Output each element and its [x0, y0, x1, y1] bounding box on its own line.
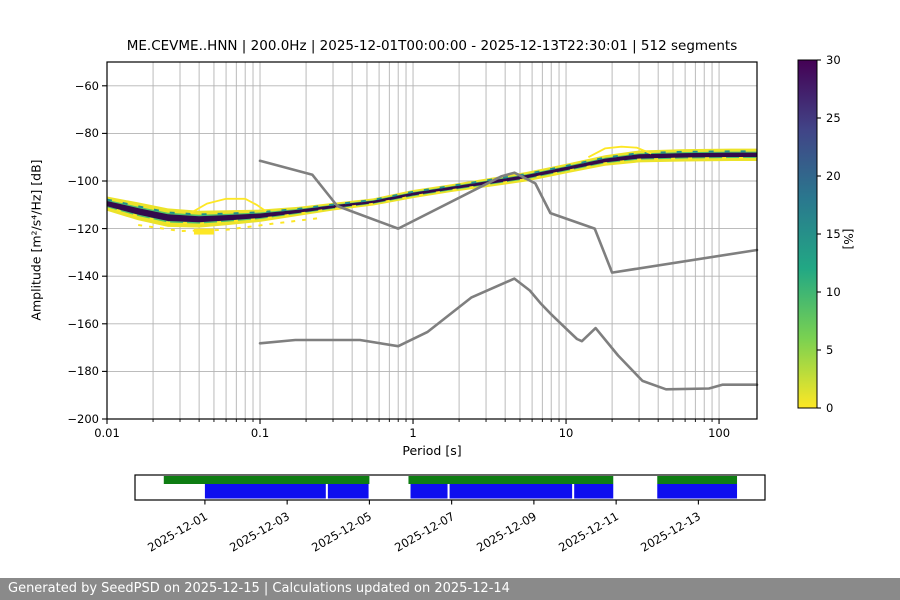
- timeline-blue-segment: [410, 484, 448, 499]
- colorbar-tick-label: 10: [826, 285, 841, 299]
- colorbar: [797, 59, 818, 409]
- y-tick-label: −80: [74, 126, 99, 141]
- timeline-green-segment: [657, 476, 738, 484]
- timeline-blue-segment: [327, 484, 369, 499]
- x-tick-label: 10: [558, 426, 574, 440]
- y-tick-label: −100: [67, 174, 99, 188]
- y-tick-label: −120: [67, 221, 99, 236]
- colorbar-tick-label: 0: [826, 401, 834, 415]
- x-tick-label: 0.1: [250, 426, 270, 440]
- x-tick-label: 100: [708, 426, 731, 440]
- colorbar-label: [%]: [841, 228, 855, 250]
- timeline-blue-segment: [449, 484, 573, 499]
- y-axis-label: Amplitude [m²/s⁴/Hz] [dB]: [28, 159, 44, 321]
- ppsd-band-speckle-yellow: [106, 157, 757, 225]
- x-tick-label: 1: [409, 426, 417, 440]
- y-tick-label: −160: [67, 316, 99, 331]
- colorbar-tick-label: 5: [826, 343, 834, 357]
- high_noise_model-line: [258, 159, 759, 274]
- colorbar-tick-label: 30: [826, 53, 841, 67]
- plot-title: ME.CEVME..HNN | 200.0Hz | 2025-12-01T00:…: [126, 38, 738, 54]
- ppsd-band-outer: [107, 148, 757, 228]
- timeline-green-segment: [408, 476, 614, 484]
- footer-bar: Generated by SeedPSD on 2025-12-15 | Cal…: [0, 578, 900, 600]
- timeline-blue-segment: [657, 484, 738, 499]
- y-tick-label: −200: [67, 412, 99, 426]
- colorbar-tick-label: 20: [826, 169, 841, 183]
- low_noise_model-line: [258, 277, 759, 391]
- timeline-blue-segment: [574, 484, 614, 499]
- ppsd-outlier-arch-right: [587, 145, 652, 158]
- colorbar-tick-label: 15: [826, 227, 841, 241]
- timeline-green-segment: [163, 476, 370, 484]
- ppsd-outlier-scatter: [138, 216, 322, 233]
- axes-frame: [106, 61, 758, 420]
- ppsd-band-core: [107, 152, 757, 223]
- ppsd-outlier-arch-left: [189, 197, 267, 214]
- y-tick-label: −60: [74, 78, 99, 93]
- x-axis-label: Period [s]: [402, 443, 462, 458]
- colorbar-tick-label: 25: [826, 111, 841, 125]
- footer-text: Generated by SeedPSD on 2025-12-15 | Cal…: [8, 581, 510, 596]
- ppsd-band-speckle-teal: [106, 150, 757, 216]
- y-tick-label: −140: [67, 269, 99, 284]
- x-tick-label: 0.01: [94, 426, 120, 440]
- y-tick-label: −180: [67, 364, 99, 379]
- timeline-blue-segment: [204, 484, 326, 499]
- ppsd-outlier-blob: [193, 228, 214, 235]
